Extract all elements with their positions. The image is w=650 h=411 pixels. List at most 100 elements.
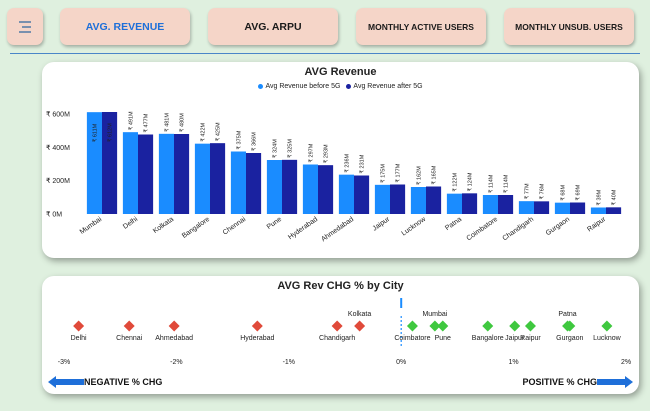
x-tick-label: -3% xyxy=(58,359,70,366)
positive-chg-indicator: POSITIVE % CHG xyxy=(522,376,633,388)
header-divider xyxy=(10,53,640,54)
arrow-left-icon xyxy=(48,376,84,388)
bar-after[interactable] xyxy=(210,143,226,214)
x-tick-label: 1% xyxy=(509,359,519,366)
y-tick-label: ₹ 400M xyxy=(46,144,70,152)
bar-before[interactable] xyxy=(338,174,354,214)
chg-chart-title: AVG Rev CHG % by City xyxy=(277,280,404,292)
bar-after[interactable] xyxy=(606,207,622,214)
avg-rev-chg-dot-chart: -3% -2% -1% 0% 1% 2% Delhi Chennai Ahmedabad Hyde… xyxy=(58,298,631,366)
city-label: Coimbatore xyxy=(394,335,430,342)
negative-chg-indicator: NEGATIVE % CHG xyxy=(48,376,162,388)
y-tick-label: ₹ 200M xyxy=(46,177,70,185)
x-category-label: Lucknow xyxy=(400,215,427,237)
bar-before[interactable] xyxy=(86,112,102,214)
city-label: Pune xyxy=(435,335,451,342)
city-marker[interactable] xyxy=(406,320,418,332)
city-label: Mumbai xyxy=(422,311,447,318)
bar-before[interactable] xyxy=(410,187,426,214)
bar-after[interactable] xyxy=(462,193,478,214)
x-category-label: Bangalore xyxy=(181,216,211,240)
tab-monthly-unsub-users[interactable]: MONTHLY UNSUB. USERS xyxy=(504,8,634,45)
bar-data-label: ₹ 69M xyxy=(575,184,582,200)
bar-data-label: ₹ 122M xyxy=(451,172,458,191)
positive-chg-label: POSITIVE % CHG xyxy=(522,377,597,387)
city-marker[interactable] xyxy=(524,320,536,332)
bar-before[interactable] xyxy=(518,201,534,214)
bar-after[interactable] xyxy=(390,184,406,215)
bar-before[interactable] xyxy=(590,207,606,215)
bar-after[interactable] xyxy=(498,195,514,214)
bar-data-label: ₹ 324M xyxy=(271,139,278,158)
x-tick-label: -2% xyxy=(170,359,182,366)
legend-dot-before xyxy=(258,84,264,89)
city-marker[interactable] xyxy=(331,320,343,332)
tab-avg-revenue[interactable]: AVG. REVENUE xyxy=(60,8,190,45)
city-marker[interactable] xyxy=(437,320,449,332)
city-label: Delhi xyxy=(71,335,87,342)
bar-before[interactable] xyxy=(374,184,390,214)
city-marker[interactable] xyxy=(354,320,366,332)
city-label: Ahmedabad xyxy=(155,335,193,342)
city-marker[interactable] xyxy=(168,320,180,332)
bar-after[interactable] xyxy=(318,165,334,214)
city-label: Patna xyxy=(558,311,576,318)
x-category-label: Chandigarh xyxy=(501,216,535,243)
bar-before[interactable] xyxy=(158,133,174,214)
bar-before[interactable] xyxy=(482,195,498,214)
negative-chg-label: NEGATIVE % CHG xyxy=(84,377,163,387)
legend-label-before: Avg Revenue before 5G xyxy=(265,83,341,90)
hamburger-icon xyxy=(19,20,31,33)
tab-avg-arpu[interactable]: AVG. ARPU xyxy=(208,8,338,45)
bar-before[interactable] xyxy=(122,132,138,214)
bar-after[interactable] xyxy=(174,134,190,214)
x-category-label: Kolkata xyxy=(152,216,175,235)
bar-data-label: ₹ 491M xyxy=(127,111,134,130)
tab-monthly-active-users[interactable]: MONTHLY ACTIVE USERS xyxy=(356,8,486,45)
bar-before[interactable] xyxy=(446,193,462,214)
legend-item-after[interactable]: Avg Revenue after 5G xyxy=(346,83,423,90)
bar-before[interactable] xyxy=(302,164,318,215)
bar-after[interactable] xyxy=(102,112,118,214)
city-marker[interactable] xyxy=(251,320,263,332)
bar-after[interactable] xyxy=(282,159,298,214)
bar-data-label: ₹ 40M xyxy=(611,189,618,205)
city-marker[interactable] xyxy=(429,320,441,332)
revenue-chart-title: AVG Revenue xyxy=(304,66,377,78)
x-category-label: Hyderabad xyxy=(287,216,319,241)
bar-after[interactable] xyxy=(246,153,262,214)
legend-item-before[interactable]: Avg Revenue before 5G xyxy=(258,83,340,90)
bar-data-label: ₹ 177M xyxy=(395,163,402,182)
bar-before[interactable] xyxy=(194,143,210,214)
city-marker[interactable] xyxy=(482,320,494,332)
menu-button[interactable] xyxy=(7,8,43,45)
bar-after[interactable] xyxy=(426,186,442,215)
bar-after[interactable] xyxy=(354,175,370,215)
bar-after[interactable] xyxy=(534,201,550,214)
bar-before[interactable] xyxy=(230,151,246,215)
bar-before[interactable] xyxy=(554,202,570,214)
x-tick-label: 2% xyxy=(621,359,631,366)
bar-data-label: ₹ 162M xyxy=(415,166,422,185)
x-tick-label: 0% xyxy=(396,359,406,366)
city-marker[interactable] xyxy=(601,320,613,332)
x-category-label: Mumbai xyxy=(79,216,104,236)
city-label: Gurgaon xyxy=(556,335,583,342)
bar-data-label: ₹ 77M xyxy=(523,183,530,199)
bar-data-label: ₹ 375M xyxy=(235,130,242,149)
bar-data-label: ₹ 114M xyxy=(503,174,510,193)
bar-data-label: ₹ 293M xyxy=(323,144,330,163)
bar-after[interactable] xyxy=(138,134,154,215)
arrow-right-icon xyxy=(597,376,633,388)
city-marker[interactable] xyxy=(73,320,85,332)
bar-after[interactable] xyxy=(570,202,586,215)
city-marker[interactable] xyxy=(509,320,521,332)
city-marker[interactable] xyxy=(123,320,135,332)
bar-data-label: ₹ 297M xyxy=(307,143,314,162)
y-tick-label: ₹ 600M xyxy=(46,111,70,119)
bar-data-label: ₹ 366M xyxy=(251,132,258,151)
bar-before[interactable] xyxy=(266,160,282,214)
city-label: Kolkata xyxy=(348,311,371,318)
city-marker[interactable] xyxy=(562,320,574,332)
x-category-label: Pune xyxy=(266,216,283,231)
